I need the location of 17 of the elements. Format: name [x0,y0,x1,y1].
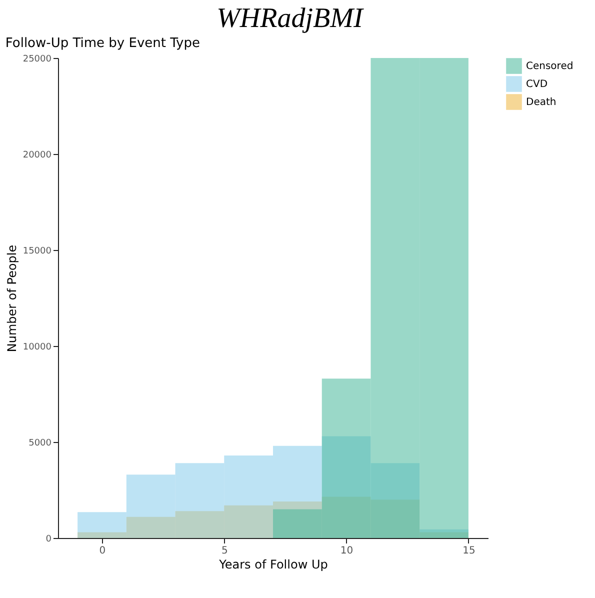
x-tick-label: 5 [221,546,228,556]
x-tick-label: 0 [99,546,106,556]
y-tick-label: 15000 [22,246,52,256]
y-tick-label: 25000 [22,54,52,64]
y-tick-label: 5000 [28,438,52,448]
x-axis-title: Years of Follow Up [218,558,328,572]
legend-label: CVD [526,79,548,90]
legend-label: Censored [526,61,574,72]
x-tick-label: 10 [340,546,354,556]
legend-label: Death [526,97,556,108]
y-axis-title: Number of People [4,244,19,352]
y-tick-label: 20000 [22,150,52,160]
x-tick-label: 15 [462,546,476,556]
chart-subtitle: Follow-Up Time by Event Type [5,36,200,51]
chart-title: WHRadjBMI [216,3,364,34]
y-tick-label: 0 [46,534,52,544]
y-tick-label: 10000 [22,342,52,352]
